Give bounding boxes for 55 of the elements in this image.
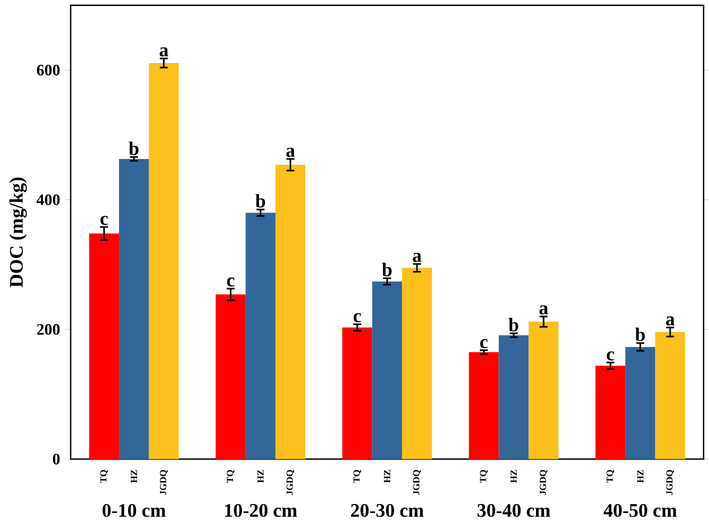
bar bbox=[275, 164, 306, 460]
y-tick-label: 200 bbox=[37, 324, 60, 335]
bar bbox=[468, 352, 499, 460]
text: JGDQ bbox=[540, 470, 548, 495]
annotation: b bbox=[508, 318, 518, 332]
bar bbox=[498, 335, 529, 460]
annotation: a bbox=[412, 252, 422, 262]
annotation: c bbox=[227, 278, 234, 287]
text: JGDQ bbox=[666, 470, 674, 495]
y-axis-title: DOC (mg/kg) bbox=[9, 178, 27, 288]
text: HZ bbox=[257, 470, 264, 483]
annotation: c bbox=[100, 216, 108, 226]
bar bbox=[528, 322, 559, 460]
bar bbox=[342, 328, 372, 460]
bar bbox=[148, 63, 179, 460]
x-tick-label: 30-40 cm bbox=[478, 504, 550, 518]
annotation: a bbox=[160, 47, 168, 57]
annotation: b bbox=[128, 142, 138, 156]
annotation: a bbox=[286, 148, 295, 158]
y-tick-label: 0 bbox=[52, 454, 60, 465]
annotation: b bbox=[635, 328, 645, 342]
text: HZ bbox=[510, 470, 517, 483]
text: HZ bbox=[130, 470, 137, 483]
bar bbox=[595, 366, 626, 460]
y-tick-label: 400 bbox=[36, 194, 60, 206]
bar bbox=[119, 159, 149, 460]
bar bbox=[89, 234, 120, 460]
text: TQ bbox=[226, 470, 234, 483]
text: JGDQ bbox=[286, 470, 294, 495]
text: TQ bbox=[606, 470, 614, 483]
text: JGDQ bbox=[160, 470, 168, 495]
text: TQ bbox=[353, 470, 362, 483]
y-tick-label: 600 bbox=[36, 64, 60, 76]
x-tick-label: 10-20 cm bbox=[225, 504, 298, 518]
bar bbox=[625, 347, 656, 460]
x-tick-label: 40-50 cm bbox=[604, 504, 677, 518]
text: HZ bbox=[384, 470, 390, 483]
bar bbox=[216, 294, 246, 460]
x-tick-label: 0-10 cm bbox=[102, 504, 166, 518]
text: JGDQ bbox=[413, 470, 421, 495]
annotation: a bbox=[666, 316, 675, 326]
annotation: b bbox=[255, 194, 266, 208]
bar bbox=[655, 332, 686, 460]
annotation: c bbox=[354, 313, 362, 322]
x-tick-label: 20-30 cm bbox=[351, 504, 424, 518]
annotation: a bbox=[539, 305, 548, 315]
bar bbox=[246, 212, 276, 460]
text: TQ bbox=[480, 470, 488, 483]
text: HZ bbox=[637, 470, 644, 483]
bar bbox=[402, 268, 432, 460]
annotation: c bbox=[480, 339, 488, 348]
annotation: b bbox=[382, 262, 392, 276]
annotation: c bbox=[606, 351, 614, 361]
text: TQ bbox=[100, 470, 108, 483]
bar bbox=[372, 282, 402, 460]
